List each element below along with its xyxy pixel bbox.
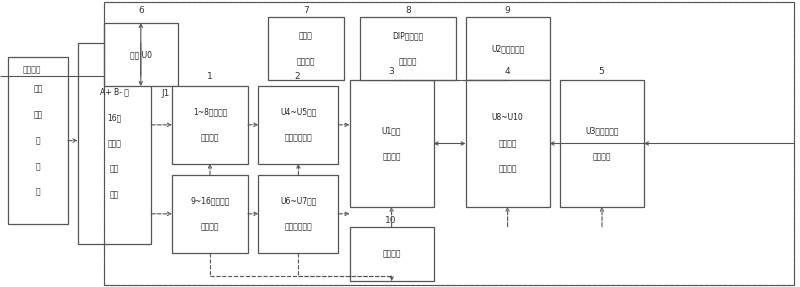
Bar — [172, 175, 248, 253]
Text: A+ B- 点: A+ B- 点 — [100, 87, 129, 96]
Text: 端子: 端子 — [110, 191, 119, 200]
Text: 关: 关 — [36, 162, 40, 171]
Text: 收发报文: 收发报文 — [498, 139, 517, 148]
Text: 4: 4 — [504, 67, 510, 76]
Text: U1实时: U1实时 — [382, 126, 402, 135]
Text: 设置电路: 设置电路 — [398, 57, 418, 66]
Text: 主站 U0: 主站 U0 — [130, 50, 152, 59]
Text: 1: 1 — [206, 71, 213, 81]
Text: 1~8路开关量: 1~8路开关量 — [193, 107, 227, 117]
Bar — [466, 17, 550, 80]
Text: 通信电路: 通信电路 — [593, 152, 611, 161]
Text: 开: 开 — [36, 136, 40, 145]
Bar — [8, 57, 68, 224]
Text: 微处理器: 微处理器 — [382, 152, 401, 161]
Text: 2: 2 — [294, 71, 301, 81]
Bar — [268, 17, 344, 80]
Text: 5: 5 — [598, 67, 605, 76]
Text: 6: 6 — [138, 5, 144, 15]
Text: J1: J1 — [162, 89, 170, 98]
Bar — [350, 227, 434, 281]
Text: 量: 量 — [36, 188, 40, 197]
Bar — [560, 80, 644, 207]
Text: U2看门狗电路: U2看门狗电路 — [491, 44, 524, 53]
Text: 9~16路开关量: 9~16路开关量 — [190, 196, 230, 205]
Bar — [350, 80, 434, 207]
Text: 直流电源: 直流电源 — [382, 249, 401, 259]
Text: 10: 10 — [386, 216, 397, 225]
Bar — [258, 86, 338, 164]
Text: 耦合隔离电路: 耦合隔离电路 — [285, 133, 312, 142]
Text: 采集: 采集 — [110, 165, 119, 174]
Text: 采集电路: 采集电路 — [201, 133, 219, 142]
Text: 设备: 设备 — [34, 110, 42, 119]
Text: 8: 8 — [405, 5, 411, 15]
Text: U4~U5光电: U4~U5光电 — [280, 107, 317, 117]
Bar — [360, 17, 456, 80]
Text: 16路: 16路 — [107, 113, 122, 122]
Text: 开关量: 开关量 — [107, 139, 122, 148]
Text: 波特率: 波特率 — [299, 31, 313, 40]
Text: U3收发驱动器: U3收发驱动器 — [586, 126, 618, 135]
Bar — [172, 86, 248, 164]
Bar — [258, 175, 338, 253]
Bar — [104, 23, 178, 86]
Bar — [466, 80, 550, 207]
Text: 采集电路: 采集电路 — [201, 222, 219, 231]
Text: 现场: 现场 — [34, 84, 42, 94]
Text: 7: 7 — [302, 5, 309, 15]
Text: 控制电路: 控制电路 — [498, 165, 517, 174]
Text: 耦合隔离电路: 耦合隔离电路 — [285, 222, 312, 231]
Text: 9: 9 — [504, 5, 510, 15]
Text: 3: 3 — [388, 67, 394, 76]
Text: 现场总线: 现场总线 — [22, 66, 42, 75]
Text: DIP开关地址: DIP开关地址 — [392, 31, 424, 40]
Text: U8~U10: U8~U10 — [492, 113, 523, 122]
Text: U6~U7光电: U6~U7光电 — [280, 196, 317, 205]
Bar — [78, 43, 151, 244]
Text: 设置电路: 设置电路 — [297, 57, 315, 66]
